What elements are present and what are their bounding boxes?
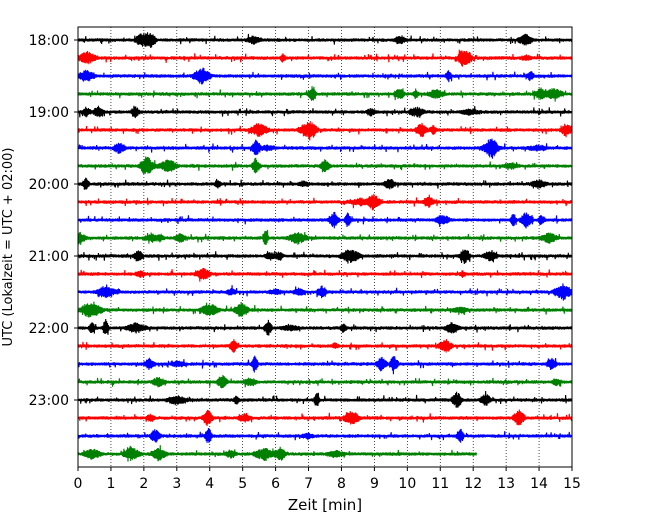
x-tick-label: 6 — [271, 476, 280, 492]
x-tick-label: 5 — [238, 476, 247, 492]
x-tick-label: 1 — [106, 476, 115, 492]
trace-line — [77, 355, 573, 375]
x-tick-label: 2 — [139, 476, 148, 492]
x-tick-label: 8 — [337, 476, 346, 492]
grid-lines — [110, 27, 540, 467]
trace-line — [77, 177, 573, 190]
trace-line — [77, 32, 573, 49]
trace-line — [77, 229, 573, 245]
y-tick-label: 22:00 — [29, 321, 69, 337]
trace-line — [77, 445, 478, 462]
x-tick-label: 9 — [370, 476, 379, 492]
x-tick-label: 0 — [74, 476, 83, 492]
x-tick-label: 14 — [530, 476, 548, 492]
trace-line — [77, 49, 573, 67]
trace-line — [77, 86, 573, 102]
trace-line — [77, 375, 573, 389]
trace-line — [77, 105, 573, 119]
trace-line — [77, 409, 573, 426]
x-tick-label: 10 — [398, 476, 416, 492]
y-axis-ticks: 18:00 19:00 20:00 21:00 22:00 23:00 — [29, 33, 78, 409]
trace-line — [77, 138, 573, 159]
y-tick-label: 21:00 — [29, 249, 69, 265]
y-axis-label: UTC (Lokalzeit = UTC + 02:00) — [1, 148, 16, 347]
trace-line — [77, 193, 573, 211]
x-axis-ticks: 0 1 2 3 4 5 6 7 8 9 10 11 12 13 14 15 — [74, 467, 581, 492]
trace-line — [77, 267, 573, 282]
y-tick-label: 19:00 — [29, 105, 69, 121]
x-tick-label: 3 — [172, 476, 181, 492]
x-tick-label: 4 — [205, 476, 214, 492]
trace-line — [77, 428, 573, 443]
trace-line — [77, 67, 573, 85]
x-tick-label: 7 — [304, 476, 313, 492]
x-axis-label: Zeit [min] — [288, 496, 362, 514]
x-tick-label: 13 — [497, 476, 515, 492]
y-tick-label: 18:00 — [29, 33, 69, 49]
y-tick-label: 23:00 — [29, 393, 69, 409]
trace-line — [77, 339, 573, 353]
trace-line — [77, 156, 573, 174]
trace-line — [77, 283, 573, 301]
trace-line — [77, 211, 573, 229]
x-tick-label: 15 — [563, 476, 581, 492]
x-tick-label: 12 — [464, 476, 482, 492]
x-tick-label: 11 — [431, 476, 449, 492]
trace-line — [77, 121, 573, 141]
seismic-traces — [77, 32, 573, 462]
trace-line — [77, 301, 573, 318]
trace-line — [77, 249, 573, 264]
trace-line — [77, 319, 573, 336]
plot-frame — [77, 26, 573, 468]
trace-line — [77, 390, 573, 408]
y-tick-label: 20:00 — [29, 177, 69, 193]
